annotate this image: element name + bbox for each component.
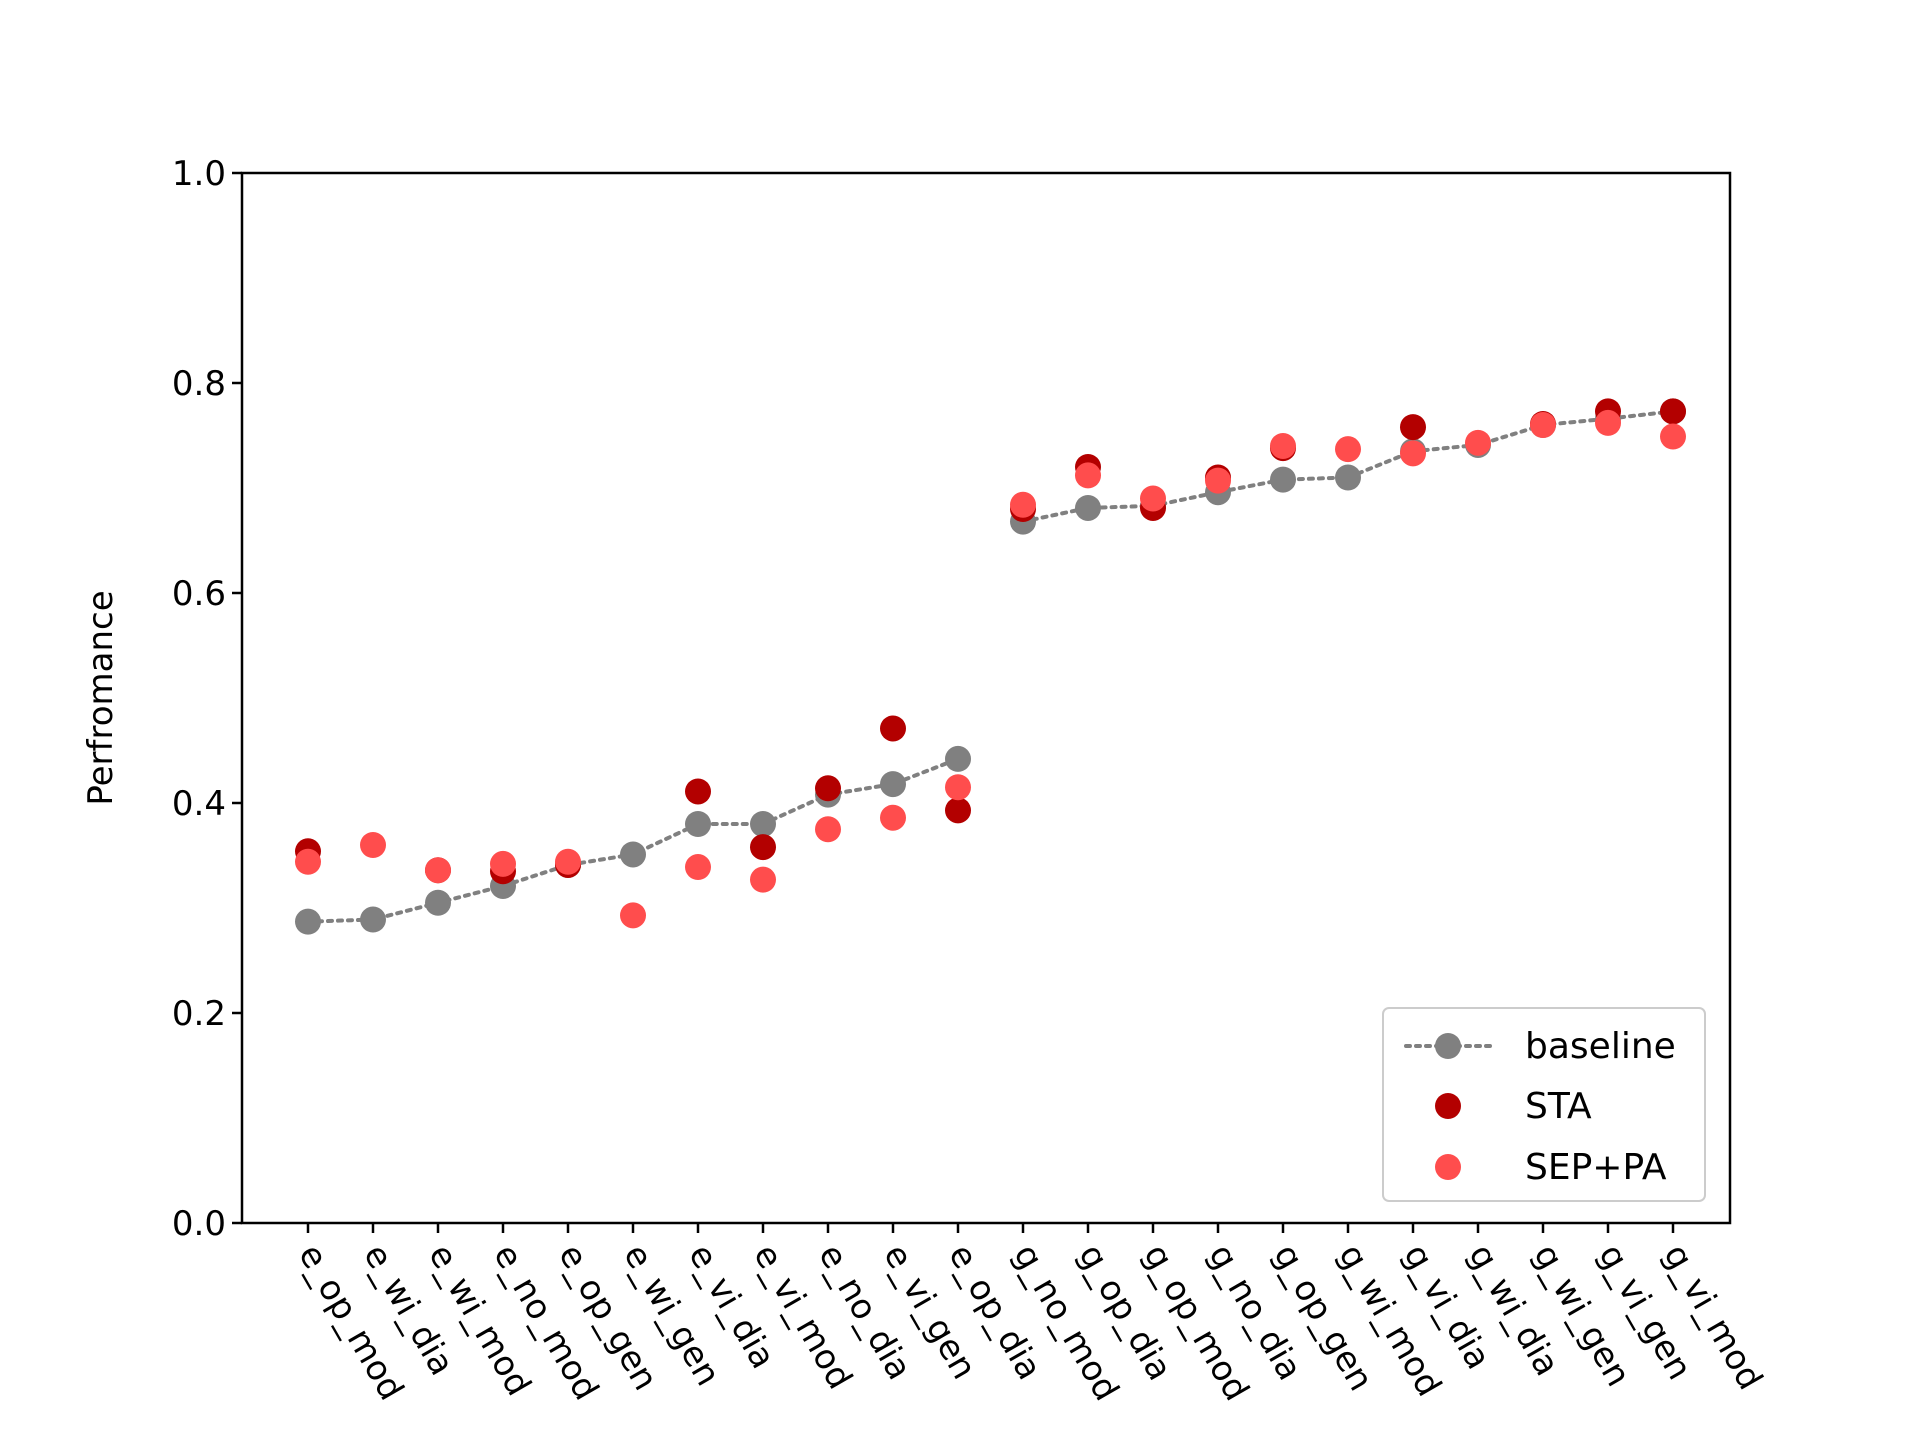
baseline-point — [880, 771, 906, 798]
sep-pa-point — [1075, 462, 1101, 489]
baseline-point — [1075, 494, 1101, 521]
legend-sta-marker — [1435, 1093, 1461, 1119]
sta-point — [815, 775, 841, 802]
sep-pa-point — [1140, 485, 1166, 512]
sep-pa-point — [425, 857, 451, 884]
baseline-point — [685, 811, 711, 837]
y-tick-label: 0.6 — [172, 574, 226, 614]
sep-pa-point — [490, 850, 516, 877]
baseline-point — [750, 811, 776, 837]
sep-pa-point — [1270, 433, 1296, 459]
legend-label: SEP+PA — [1525, 1147, 1667, 1188]
sep-pa-point — [1465, 429, 1491, 456]
y-axis: 0.0 0.2 0.4 0.6 0.8 1.0 — [172, 154, 242, 1244]
sep-pa-point — [295, 848, 321, 875]
baseline-point — [1270, 466, 1296, 493]
y-tick-label: 1.0 — [172, 154, 226, 194]
sta-point — [880, 715, 906, 742]
y-axis-label: Perfromance — [81, 590, 121, 805]
sep-pa-point — [1335, 436, 1361, 463]
sep-pa-point — [555, 848, 581, 875]
legend-box — [1382, 1007, 1706, 1202]
baseline-point — [620, 841, 646, 868]
baseline-point — [945, 745, 971, 772]
baseline-point — [1335, 464, 1361, 491]
legend-label: baseline — [1525, 1026, 1676, 1067]
sep-pa-point — [880, 804, 906, 831]
baseline-point — [360, 906, 386, 933]
sep-pa-point — [815, 816, 841, 843]
legend-sep-pa-marker — [1435, 1154, 1461, 1180]
sep-pa-point — [750, 866, 776, 893]
sep-pa-point — [360, 832, 386, 858]
sep-pa-point — [1205, 467, 1231, 494]
baseline-line — [306, 756, 960, 924]
y-tick-label: 0.0 — [172, 1204, 226, 1244]
legend: baseline STA SEP+PA — [1382, 1007, 1706, 1202]
baseline-point — [295, 908, 321, 935]
sta-point — [685, 778, 711, 805]
plot-frame — [240, 171, 1732, 1225]
y-tick-label: 0.2 — [172, 994, 226, 1034]
sep-pa-point — [1010, 491, 1036, 518]
legend-label: STA — [1525, 1086, 1592, 1127]
sep-pa-point — [1660, 423, 1686, 450]
plot-area — [295, 398, 1686, 935]
legend-baseline-marker — [1435, 1033, 1461, 1059]
baseline-point — [425, 889, 451, 916]
sta-point — [945, 797, 971, 824]
sep-pa-point — [1400, 440, 1426, 467]
sep-pa-point — [1595, 409, 1621, 436]
sta-point — [1400, 414, 1426, 441]
sep-pa-point — [620, 902, 646, 929]
sep-pa-point — [685, 854, 711, 881]
sta-point — [750, 834, 776, 861]
sep-pa-point — [1530, 412, 1556, 438]
sep-pa-point — [945, 774, 971, 801]
x-axis: e_op_mode_wi_diae_wi_mode_no_mode_op_gen… — [290, 1223, 1770, 1408]
y-tick-label: 0.8 — [172, 364, 226, 404]
sta-point — [1660, 398, 1686, 425]
y-tick-label: 0.4 — [172, 784, 226, 824]
